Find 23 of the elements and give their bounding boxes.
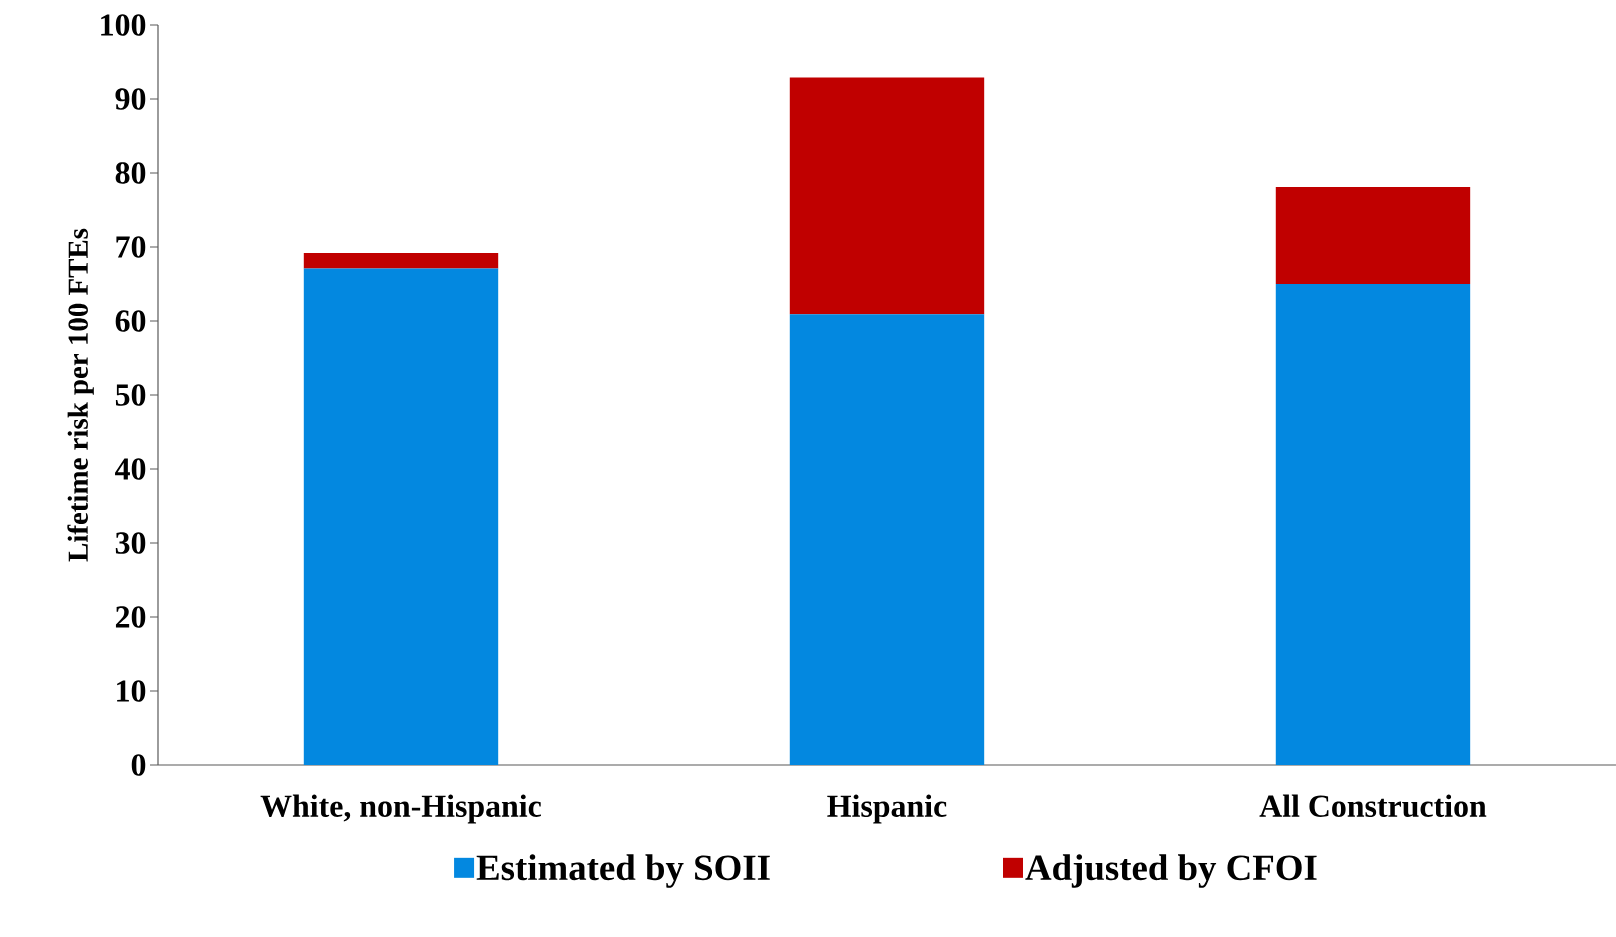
y-tick-label: 80 xyxy=(115,162,146,184)
x-tick-label: All Construction xyxy=(1259,794,1487,818)
x-tick-label: White, non-Hispanic xyxy=(260,794,541,824)
y-tick-label: 40 xyxy=(115,458,146,480)
bar xyxy=(1275,283,1471,765)
bar xyxy=(789,77,985,315)
y-tick-label: 30 xyxy=(115,532,146,554)
y-tick-label: 50 xyxy=(115,384,146,406)
legend-label: Adjusted by CFOI xyxy=(1025,854,1317,888)
bar xyxy=(1275,187,1471,284)
y-tick-label: 0 xyxy=(131,754,146,776)
x-tick-label: Hispanic xyxy=(827,794,947,824)
bar xyxy=(303,268,499,765)
bar xyxy=(789,314,985,765)
y-tick-label: 90 xyxy=(115,88,146,110)
y-tick-label: 60 xyxy=(115,310,146,332)
y-tick-label: 10 xyxy=(117,680,146,702)
y-axis-title: Lifetime risk per 100 FTEs xyxy=(67,228,94,562)
bar xyxy=(303,252,499,269)
legend-label: Estimated by SOII xyxy=(476,854,770,888)
y-tick-label: 100 xyxy=(101,14,146,36)
y-tick-label: 20 xyxy=(115,606,146,628)
y-tick-label: 70 xyxy=(116,236,146,258)
